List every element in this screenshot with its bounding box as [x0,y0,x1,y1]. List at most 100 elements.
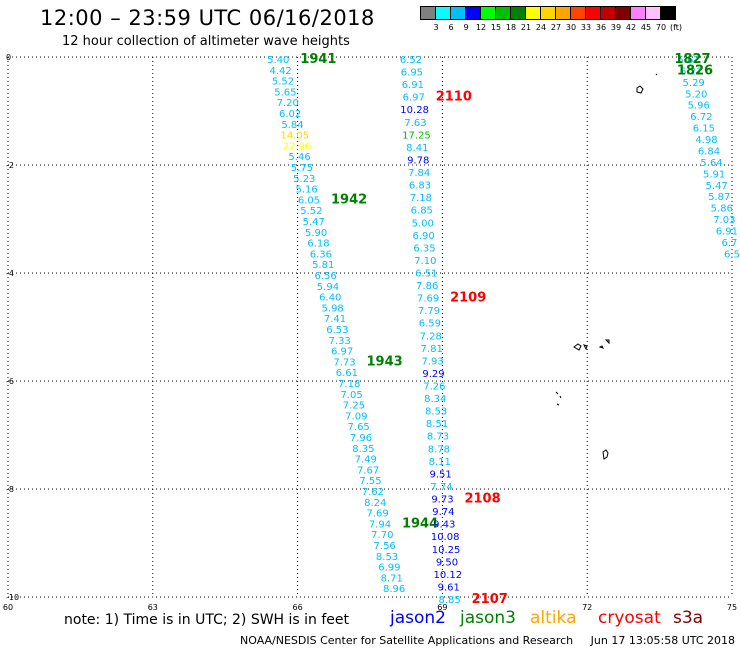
color-scale [420,6,676,20]
wave-height-value: 6.05 [298,195,320,206]
legend-jason3: jason3 [460,608,516,628]
wave-height-value: 7.81 [421,344,443,355]
island-outline [602,449,609,460]
x-tick-label: 69 [437,603,447,612]
wave-height-value: 17.25 [402,130,431,141]
wave-height-value: 5.84 [281,120,303,131]
wave-height-value: 6.40 [319,293,341,304]
wave-height-value: 8.24 [364,498,386,509]
wave-height-value: 7.10 [414,256,436,267]
wave-height-value: 4.98 [695,135,717,146]
wave-height-value: 6.91 [402,80,424,91]
pass-time-label: 1944 [402,516,438,531]
wave-height-value: 9.51 [430,469,452,480]
wave-height-value: 10.28 [400,105,429,116]
legend-cryosat: cryosat [598,608,661,628]
wave-height-value: 7.33 [329,336,351,347]
wave-height-value: 6.56 [314,271,336,282]
note-text: note: 1) Time is in UTC; 2) SWH is in fe… [64,612,350,628]
wave-height-value: 8.41 [406,143,428,154]
satellite-track: 5.626.215.295.205.966.726.154.986.845.64… [674,52,740,260]
wave-height-value: 8.34 [424,394,446,405]
pass-time-label: 1826 [677,63,713,78]
scale-label: 36 [595,23,607,32]
map-subtitle: 12 hour collection of altimeter wave hei… [62,34,350,49]
wave-height-value: 5.29 [683,78,705,89]
scale-label: 15 [490,23,502,32]
wave-height-value: 5.64 [700,158,722,169]
wave-height-value: 5.91 [703,169,725,180]
wave-height-value: 6.52 [400,55,422,66]
wave-height-value: 7.18 [338,379,360,390]
footer-timestamp: Jun 17 13:05:58 UTC 2018 [590,634,736,647]
island-outline [555,391,562,406]
wave-height-value: 6.51 [415,268,437,279]
wave-height-value: 5.00 [412,218,434,229]
scale-label: 70 [655,23,667,32]
wave-height-value: 9.50 [436,557,458,568]
scale-label: 3 [433,23,439,32]
y-tick-label: -2 [6,161,14,170]
island-outline [604,339,610,345]
wave-height-value: 5.46 [288,152,310,163]
wave-height-value: 6.97 [403,93,425,104]
wave-height-value: 9.43 [433,520,455,531]
pass-time-label: 2109 [450,291,486,306]
scale-label: 45 [640,23,652,32]
wave-height-value: 7.25 [343,401,365,412]
wave-height-value: 6.18 [307,239,329,250]
wave-height-value: 7.18 [410,193,432,204]
scale-label: 9 [463,23,469,32]
wave-height-value: 5.47 [706,181,728,192]
pass-time-label: 2110 [436,90,472,105]
y-tick-label: 0 [6,53,11,62]
pass-time-label: 1941 [300,52,336,67]
scale-label: 33 [580,23,592,32]
legend-s3a: s3a [673,608,704,628]
wave-height-value: 8.35 [352,444,374,455]
wave-height-value: 6.5 [724,249,740,260]
wave-height-value: 6.99 [378,563,400,574]
wave-height-value: 7.56 [374,541,396,552]
wave-height-value: 7.93 [421,356,443,367]
island-outline [598,345,604,349]
wave-height-value: 5.96 [688,101,710,112]
wave-height-value: 5.86 [711,204,733,215]
footer-source: NOAA/NESDIS Center for Satellite Applica… [240,634,574,647]
pass-time-label: 1827 [674,52,710,67]
wave-height-value: 7.63 [404,118,426,129]
y-tick-label: -10 [6,593,19,602]
x-tick-label: 60 [3,603,13,612]
wave-height-value: 22.96 [283,141,312,152]
pass-time-label: 1942 [331,192,367,207]
wave-height-value: 5.65 [274,87,296,98]
wave-height-value: 7.03 [713,215,735,226]
wave-height-value: 5.16 [296,185,318,196]
wave-height-value: 6.85 [411,206,433,217]
scale-label: (ft) [669,23,683,32]
wave-height-value: 9.78 [407,155,429,166]
wave-height-value: 5.87 [708,192,730,203]
wave-height-value: 7.65 [348,422,370,433]
y-tick-label: -6 [6,377,14,386]
wave-height-value: 7.86 [416,281,438,292]
wave-height-value: 5.52 [272,77,294,88]
wave-height-value: 8.96 [383,584,405,595]
wave-height-value: 5.94 [317,282,339,293]
wave-height-value: 8.53 [425,407,447,418]
wave-height-value: 6.61 [336,368,358,379]
map-axes: 60 63 66 69 72 75 0 -2 -4 -6 -8 -10 [3,53,737,612]
wave-height-value: 6.21 [680,66,702,77]
wave-height-value: 7.69 [366,509,388,520]
wave-height-value: 8.71 [381,573,403,584]
wave-height-value: 7.05 [340,390,362,401]
pass-time-label: 2108 [464,492,500,507]
island-outline [583,344,588,351]
legend-jason2: jason2 [390,608,446,628]
scale-label: 39 [610,23,622,32]
wave-height-value: 7.96 [350,433,372,444]
wave-height-value: 6.95 [401,68,423,79]
y-tick-label: -8 [6,485,14,494]
x-tick-label: 75 [727,603,737,612]
